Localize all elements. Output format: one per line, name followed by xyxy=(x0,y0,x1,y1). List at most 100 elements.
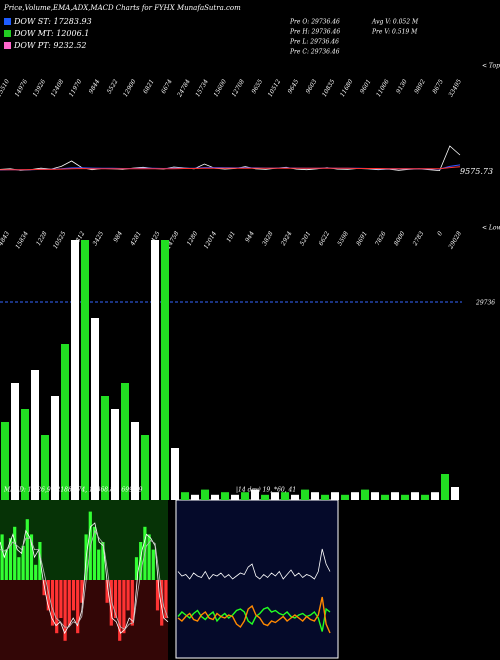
macd-bar xyxy=(164,580,168,618)
macd-bar xyxy=(92,526,97,580)
volume-bar xyxy=(341,494,349,500)
macd-bar xyxy=(97,549,101,580)
volume-bar xyxy=(401,494,409,500)
volume-bar xyxy=(361,489,369,500)
tops-label: < Tops xyxy=(482,63,500,70)
last-price-label: 9575.73 xyxy=(460,167,493,176)
macd-bar xyxy=(155,580,160,611)
volume-bar xyxy=(441,474,449,500)
volume-bar xyxy=(111,409,119,500)
legend-swatch xyxy=(4,30,11,37)
volume-bar xyxy=(451,487,459,500)
volume-bar xyxy=(381,494,389,500)
stat-label: Pre H: 29736.46 xyxy=(289,29,340,36)
legend-label: DOW ST: 17283.93 xyxy=(13,17,92,26)
series-line xyxy=(177,606,331,632)
series-line xyxy=(0,522,169,635)
volume-bar xyxy=(51,396,59,500)
volume-bar xyxy=(221,492,229,500)
volume-bar xyxy=(151,240,159,500)
series-line xyxy=(0,166,461,171)
legend-swatch xyxy=(4,18,11,25)
macd-bar xyxy=(101,542,105,580)
macd-bar xyxy=(71,580,76,611)
volume-bar xyxy=(91,318,99,500)
chart-title: Price,Volume,EMA,ADX,MACD Charts for FYH… xyxy=(3,4,241,12)
stat-label: Pre L: 29736.46 xyxy=(289,39,339,46)
macd-bar xyxy=(17,557,21,580)
volume-bar xyxy=(421,494,429,500)
volume-bar xyxy=(81,240,89,500)
volume-bar xyxy=(411,492,419,500)
macd-bar xyxy=(25,519,29,580)
volume-bar xyxy=(121,383,129,500)
stat-label: Avg V: 0.052 M xyxy=(371,19,419,26)
volume-bar xyxy=(131,422,139,500)
volume-bar xyxy=(291,494,299,500)
volume-bar xyxy=(141,435,149,500)
annotation: 0 xyxy=(436,230,444,237)
volume-bar xyxy=(321,494,329,500)
macd-bar xyxy=(76,580,80,634)
volume-bar xyxy=(181,492,189,500)
volume-bar xyxy=(191,494,199,500)
volume-bar xyxy=(71,240,79,500)
macd-bar xyxy=(29,534,34,580)
macd-bar xyxy=(147,534,151,580)
series-line xyxy=(0,529,169,630)
series-line xyxy=(177,596,331,634)
macd-bar xyxy=(21,545,25,580)
volume-bar xyxy=(21,409,29,500)
stat-label: Pre V: 0.519 M xyxy=(371,29,418,36)
macd-bar xyxy=(38,542,42,580)
volume-bar xyxy=(1,422,9,500)
volume-bar xyxy=(61,344,69,500)
adx-panel xyxy=(175,499,339,659)
volume-bar xyxy=(41,435,49,500)
adx-label: |14 day) 19, *60, 41 xyxy=(236,487,296,494)
macd-bar xyxy=(126,580,130,611)
macd-bar xyxy=(8,538,13,580)
volume-bar xyxy=(301,489,309,500)
annotation: 984 xyxy=(112,230,124,244)
macd-bar xyxy=(160,580,164,626)
macd-bar xyxy=(67,580,71,626)
macd-bar xyxy=(63,580,67,641)
volume-bar xyxy=(101,396,109,500)
stat-label: Pre O: 29736.46 xyxy=(289,19,340,26)
volume-bar xyxy=(391,492,399,500)
annotation: 191 xyxy=(225,230,237,243)
volume-bar xyxy=(251,489,259,500)
macd-negative-zone xyxy=(0,580,168,660)
macd-bar xyxy=(42,580,46,596)
macd-bar xyxy=(4,549,8,580)
macd-bar xyxy=(80,580,84,603)
macd-bar xyxy=(139,542,143,580)
macd-bar xyxy=(55,580,59,634)
volume-bar xyxy=(241,492,249,500)
volume-bar xyxy=(211,494,219,500)
macd-bar xyxy=(50,580,55,626)
volume-bar xyxy=(351,492,359,500)
volume-bar xyxy=(311,492,319,500)
stat-label: Pre C: 29736.46 xyxy=(289,49,340,56)
macd-bar xyxy=(113,580,118,618)
volume-bar xyxy=(31,370,39,500)
macd-bar xyxy=(151,549,155,580)
series-line xyxy=(0,145,461,172)
volume-bar xyxy=(431,492,439,500)
volume-bar xyxy=(271,492,279,500)
annotation: 4843 xyxy=(0,230,11,248)
volume-bar xyxy=(371,492,379,500)
annotation: 944 xyxy=(244,230,256,244)
legend-label: DOW PT: 9232.52 xyxy=(13,41,87,50)
lows-label: < Lows xyxy=(482,225,500,232)
legend-label: DOW MT: 12006.1 xyxy=(13,29,89,38)
macd-bar xyxy=(118,580,122,641)
volume-bar xyxy=(201,489,209,500)
volume-bar xyxy=(11,383,19,500)
macd-bar xyxy=(59,580,63,618)
macd-bar xyxy=(46,580,50,611)
macd-bar xyxy=(13,526,17,580)
